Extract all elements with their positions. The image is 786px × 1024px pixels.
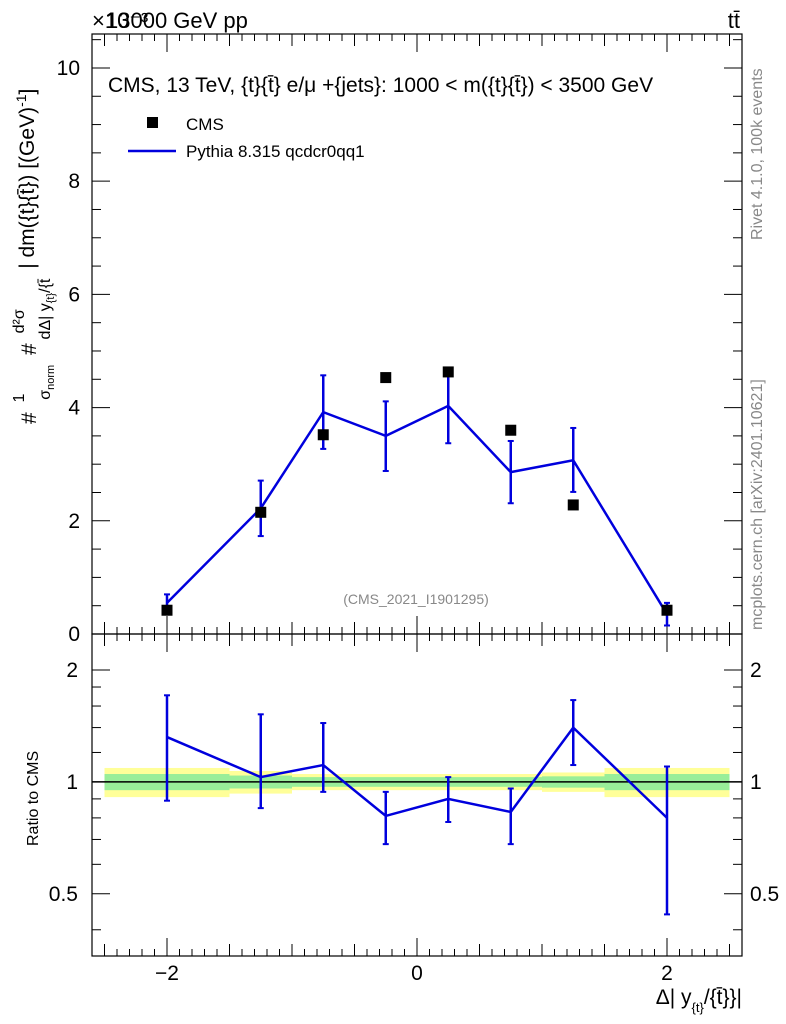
mc-line	[166, 404, 669, 615]
y-tick-label: 4	[68, 397, 80, 420]
x-tick-label: 0	[411, 962, 423, 985]
svg-text:# 1 σnorm #: # 1 σnorm # d²σ dΔ| y{t}/{t̄ | dm({t}{t̄…	[6, 89, 59, 424]
x-tick-label: 2	[661, 962, 673, 985]
cms-data-point	[661, 604, 673, 616]
mcplots-label: mcplots.cern.ch [arXiv:2401.10621]	[749, 379, 766, 630]
ratio-y-tick-label: 2	[750, 659, 762, 682]
legend-cms-marker	[147, 117, 158, 128]
x-axis-label: Δ| y{t}/{t̄}}|	[656, 986, 742, 1015]
energy-label: 13000 GeV pp	[106, 8, 248, 33]
main-series-layer	[161, 366, 673, 627]
ratio-y-axis-label: Ratio to CMS	[25, 751, 42, 846]
cms-data-point	[317, 429, 329, 441]
legend-mc-label: Pythia 8.315 qcdcr0qq1	[186, 142, 365, 161]
analysis-watermark: (CMS_2021_I1901295)	[343, 591, 489, 607]
tick-labels: −2 0 2 0 2 4 6 8 10 0.5 0.5 1 1 2 2	[49, 57, 779, 985]
process-label: tt̄	[728, 8, 740, 33]
plot-title: CMS, 13 TeV, {t}{t̄} e/μ +{jets}: 1000 <…	[108, 74, 653, 97]
ratio-y-tick-label: 1	[750, 771, 762, 794]
cms-data-point	[161, 604, 173, 616]
legend-cms-label: CMS	[186, 115, 224, 134]
ratio-y-tick-label: 0.5	[49, 883, 78, 906]
ratio-uncertainty-bands	[92, 767, 742, 798]
ratio-y-tick-label: 1	[66, 771, 78, 794]
main-y-axis-label: # 1 σnorm # d²σ dΔ| y{t}/{t̄ | dm({t}{t̄…	[6, 89, 59, 424]
y-tick-label: 8	[68, 170, 80, 193]
cms-data-point	[505, 424, 517, 436]
y-tick-label: 10	[57, 57, 80, 80]
ratio-y-tick-label: 0.5	[750, 883, 779, 906]
y-tick-label: 0	[68, 623, 80, 646]
cms-data-point	[442, 366, 454, 378]
exponent-label: ×10⁻³	[92, 8, 148, 33]
axis-ticks	[92, 34, 742, 956]
y-tick-label: 6	[68, 283, 80, 306]
ratio-mc-line	[166, 725, 668, 819]
x-tick-label: −2	[155, 962, 179, 985]
cms-data-point	[380, 372, 392, 384]
ratio-series-layer	[164, 694, 670, 916]
y-tick-label: 2	[68, 510, 80, 533]
rivet-label: Rivet 4.1.0, 100k events	[749, 68, 766, 240]
cms-data-point	[567, 499, 579, 511]
cms-data-point	[255, 506, 267, 518]
ratio-y-tick-label: 2	[66, 659, 78, 682]
